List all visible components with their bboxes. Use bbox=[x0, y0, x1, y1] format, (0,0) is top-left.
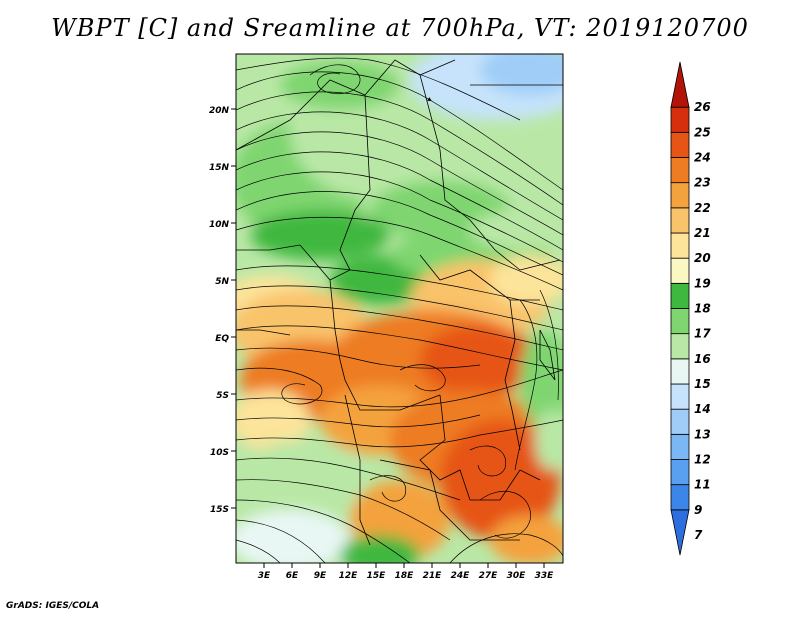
country-borders bbox=[236, 59, 563, 546]
colorbar-segment bbox=[670, 131, 690, 158]
lat-label: 10N bbox=[209, 220, 230, 230]
lat-label: 15N bbox=[209, 163, 230, 173]
chart-title: WBPT [C] and Sreamline at 700hPa, VT: 20… bbox=[51, 14, 749, 42]
lat-axis: 20N 15N 10N 5N EQ 5S 10S 15S bbox=[209, 106, 236, 515]
lon-label: 12E bbox=[339, 571, 359, 581]
colorbar-label: 13 bbox=[694, 427, 711, 441]
colorbar-segment bbox=[670, 106, 690, 133]
colorbar-segment bbox=[670, 484, 690, 511]
colorbar-segment bbox=[670, 433, 690, 460]
colorbar-label: 26 bbox=[694, 100, 711, 114]
lon-label: 3E bbox=[258, 571, 271, 581]
footer-credit: GrADS: IGES/COLA bbox=[6, 601, 100, 611]
colorbar-label: 14 bbox=[694, 402, 711, 416]
colorbar-segment bbox=[670, 383, 690, 410]
colorbar-label: 25 bbox=[694, 125, 711, 139]
colorbar-label: 7 bbox=[694, 528, 703, 542]
lon-label: 24E bbox=[451, 571, 471, 581]
colorbar-segment bbox=[670, 232, 690, 259]
lat-label: 5S bbox=[216, 391, 229, 401]
colorbar-segment bbox=[670, 61, 690, 108]
lon-label: 30E bbox=[507, 571, 527, 581]
lon-label: 21E bbox=[423, 571, 443, 581]
colorbar-segment bbox=[670, 157, 690, 184]
lon-label: 18E bbox=[395, 571, 415, 581]
lat-label: 15S bbox=[210, 505, 229, 515]
colorbar-label: 23 bbox=[694, 176, 711, 190]
lat-label: 5N bbox=[215, 277, 229, 287]
colorbar-segment bbox=[670, 333, 690, 360]
colorbar-label: 24 bbox=[694, 151, 711, 165]
lat-label: 10S bbox=[210, 448, 229, 458]
lon-axis: 3E 6E 9E 12E 15E 18E 21E 24E 27E 30E 33E bbox=[258, 563, 554, 581]
colorbar-label: 11 bbox=[694, 478, 711, 492]
colorbar-label: 15 bbox=[694, 377, 711, 391]
colorbar-label: 18 bbox=[694, 302, 711, 316]
colorbar-segment bbox=[670, 408, 690, 435]
lon-label: 27E bbox=[479, 571, 499, 581]
wbpt-field bbox=[236, 54, 563, 563]
colorbar: 7 9 11 12 13 14 15 16 17 18 19 20 21 22 23 24 25 26 bbox=[670, 61, 711, 556]
lon-label: 9E bbox=[314, 571, 327, 581]
colorbar-segment bbox=[670, 182, 690, 209]
colorbar-segment bbox=[670, 257, 690, 284]
colorbar-label: 16 bbox=[694, 352, 711, 366]
colorbar-label: 9 bbox=[694, 503, 702, 517]
colorbar-label: 20 bbox=[694, 251, 711, 265]
colorbar-label: 22 bbox=[694, 201, 711, 215]
colorbar-segment bbox=[670, 509, 690, 556]
colorbar-segment bbox=[670, 282, 690, 309]
lon-label: 15E bbox=[367, 571, 387, 581]
colorbar-label: 12 bbox=[694, 453, 711, 467]
streamlines bbox=[236, 57, 563, 563]
lon-label: 33E bbox=[535, 571, 555, 581]
colorbar-label: 17 bbox=[694, 327, 711, 341]
lat-label: EQ bbox=[215, 334, 229, 344]
lon-label: 6E bbox=[286, 571, 299, 581]
colorbar-label: 21 bbox=[694, 226, 711, 240]
colorbar-segment bbox=[670, 207, 690, 234]
map-frame bbox=[235, 53, 564, 564]
colorbar-label: 19 bbox=[694, 276, 711, 290]
colorbar-segment bbox=[670, 308, 690, 335]
colorbar-segment bbox=[670, 358, 690, 385]
colorbar-segment bbox=[670, 459, 690, 486]
lat-label: 20N bbox=[209, 106, 230, 116]
